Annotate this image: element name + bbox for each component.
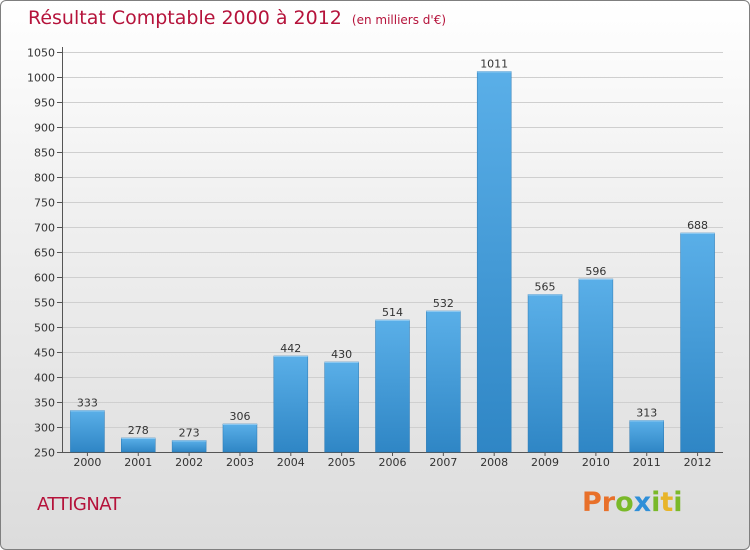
- bar-value-label: 514: [382, 306, 403, 319]
- x-tick-label: 2003: [226, 456, 254, 469]
- y-tick-label: 700: [34, 222, 55, 235]
- logo-letter: t: [660, 487, 674, 518]
- x-tick-label: 2012: [684, 456, 712, 469]
- y-tick-label: 350: [34, 397, 55, 410]
- y-tick-label: 450: [34, 347, 55, 360]
- y-tick-label: 600: [34, 272, 55, 285]
- bar-2011: [629, 420, 664, 453]
- bar-2004: [273, 355, 309, 453]
- bar-2007: [426, 310, 461, 453]
- y-tick-label: 400: [34, 372, 55, 385]
- y-tick-label: 1000: [27, 72, 55, 85]
- y-tick-label: 800: [34, 172, 55, 185]
- logo-letter: P: [582, 487, 602, 518]
- y-tick-label: 1050: [27, 47, 55, 60]
- x-tick-label: 2010: [582, 456, 610, 469]
- bar-2009: [527, 294, 563, 453]
- chart-unit: (en milliers d'€): [351, 13, 447, 27]
- bar-2003: [222, 423, 258, 453]
- x-tick-label: 2001: [124, 456, 152, 469]
- bar-2010: [578, 278, 614, 453]
- y-tick-label: 900: [34, 122, 55, 135]
- x-tick-label: 2002: [175, 456, 203, 469]
- x-tick-label: 2011: [633, 456, 661, 469]
- y-tick-label: 250: [34, 447, 55, 460]
- x-tick-label: 2008: [480, 456, 508, 469]
- bar-2006: [375, 319, 410, 453]
- y-tick-label: 650: [34, 247, 55, 260]
- y-tick-label: 550: [34, 297, 55, 310]
- bar-value-label: 532: [433, 297, 454, 310]
- y-tick-label: 750: [34, 197, 55, 210]
- logo-letter: r: [601, 487, 616, 518]
- bar-value-label: 306: [229, 410, 250, 423]
- bar-value-label: 688: [687, 219, 708, 232]
- logo-letter: i: [651, 487, 661, 518]
- bar-value-label: 430: [331, 348, 352, 361]
- y-tick-label: 300: [34, 422, 55, 435]
- bars: 333 278 273 306 442 430 514 532 1011 565 596 313 688: [70, 58, 715, 453]
- y-tick-label: 850: [34, 147, 55, 160]
- x-tick-label: 2009: [531, 456, 559, 469]
- bar-2008: [476, 71, 512, 453]
- bar-value-label: 278: [128, 424, 149, 437]
- logo-letter: o: [615, 487, 634, 518]
- proxiti-logo[interactable]: Proxiti: [582, 487, 683, 518]
- chart-title-text: Résultat Comptable 2000 à 2012: [28, 7, 342, 29]
- bar-2012: [680, 232, 715, 453]
- bar-2005: [324, 361, 359, 453]
- x-tick-label: 2007: [429, 456, 457, 469]
- x-tick-label: 2005: [328, 456, 356, 469]
- commune-name: ATTIGNAT: [37, 494, 121, 515]
- bar-2002: [171, 440, 207, 453]
- chart-title: Résultat Comptable 2000 à 2012 (en millie…: [28, 7, 446, 29]
- logo-letter: x: [633, 487, 652, 518]
- bar-value-label: 273: [179, 427, 200, 440]
- y-tick-label: 950: [34, 97, 55, 110]
- logo-letter: i: [673, 487, 683, 518]
- bar-value-label: 442: [280, 342, 301, 355]
- x-tick-label: 2006: [379, 456, 407, 469]
- bar-value-label: 313: [636, 407, 657, 420]
- bar-value-label: 565: [535, 281, 556, 294]
- x-tick-label: 2000: [73, 456, 101, 469]
- axes: 250 300 350 400 450 500 550 600 650 700 750 800 850 9…: [27, 47, 723, 469]
- bar-value-label: 333: [77, 397, 98, 410]
- bar-value-label: 596: [585, 265, 606, 278]
- bar-2001: [121, 437, 156, 453]
- bar-value-label: 1011: [480, 58, 508, 71]
- bar-2000: [70, 410, 105, 453]
- y-tick-label: 500: [34, 322, 55, 335]
- x-tick-label: 2004: [277, 456, 305, 469]
